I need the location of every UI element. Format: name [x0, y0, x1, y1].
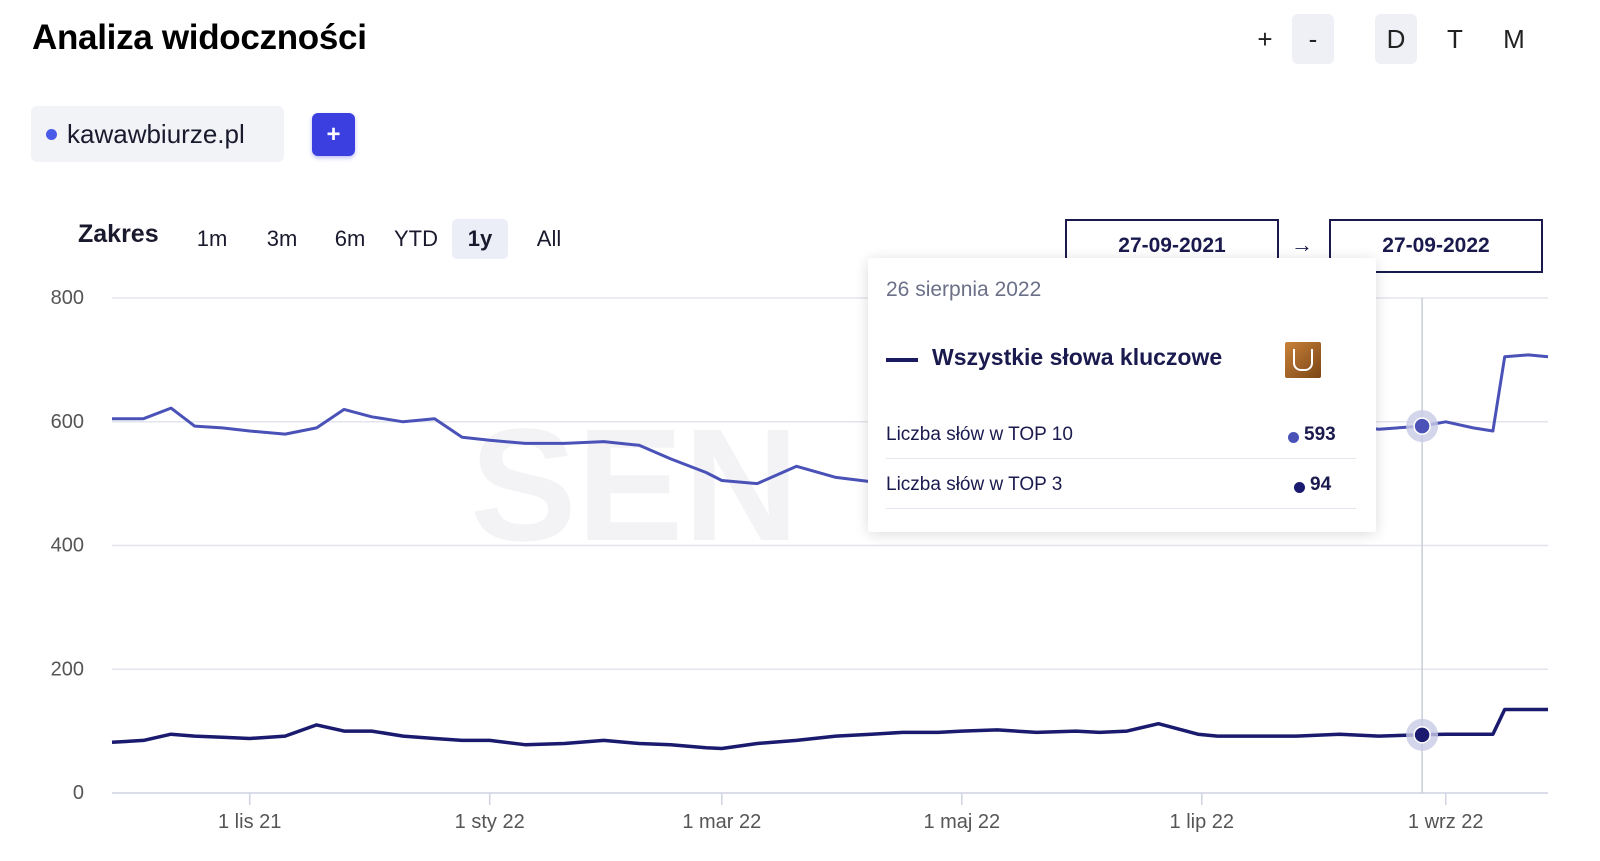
date-range-arrow-icon: → [1291, 232, 1313, 257]
range-ytd-button[interactable]: YTD [394, 226, 438, 251]
range-1m-button[interactable]: 1m [196, 226, 228, 251]
tooltip-row-value: 593 [1304, 424, 1336, 445]
domain-label: kawawbiurze.pl [67, 118, 245, 149]
domain-chip[interactable]: kawawbiurze.pl [31, 106, 284, 162]
domain-color-dot [46, 128, 57, 140]
x-tick-label: 1 lip 22 [1170, 811, 1235, 833]
x-tick-label: 1 wrz 22 [1408, 811, 1484, 833]
watermark-logo: SEN [470, 395, 799, 574]
period-week-button[interactable]: T [1447, 23, 1463, 54]
tooltip-series-line-icon [886, 358, 918, 362]
y-tick-label: 0 [73, 782, 84, 804]
add-domain-button[interactable]: + [312, 113, 355, 156]
range-6m-button[interactable]: 6m [334, 226, 366, 251]
range-all-button[interactable]: All [536, 226, 562, 251]
series-line-1 [111, 707, 1548, 751]
hover-point-0 [1413, 417, 1431, 435]
tooltip-row-label: Liczba słów w TOP 10 [886, 424, 1073, 445]
range-1y-button[interactable]: 1y [452, 219, 508, 259]
tooltip-row-top10: Liczba słów w TOP 10 593 [886, 410, 1356, 459]
y-tick-label: 400 [51, 535, 84, 557]
tooltip-row-top3: Liczba słów w TOP 3 94 [886, 460, 1356, 509]
chart-crosshair [1406, 298, 1439, 793]
y-tick-label: 600 [51, 411, 84, 433]
zoom-in-button[interactable]: + [1257, 23, 1273, 54]
hover-point-1 [1413, 726, 1431, 744]
period-day-button[interactable]: D [1375, 14, 1417, 64]
x-tick-label: 1 maj 22 [923, 811, 1000, 833]
series-top10-dot-icon [1288, 432, 1299, 443]
chart-watermark: SEN [470, 395, 799, 574]
series-top3-dot-icon [1294, 482, 1305, 493]
range-label: Zakres [78, 220, 159, 248]
range-3m-button[interactable]: 3m [266, 226, 298, 251]
coffee-cup-icon [1285, 342, 1321, 378]
chart-tooltip: 26 sierpnia 2022 Wszystkie słowa kluczow… [868, 258, 1376, 532]
tooltip-row-value: 94 [1310, 474, 1332, 495]
tooltip-date: 26 sierpnia 2022 [886, 278, 1042, 301]
tooltip-series-name: Wszystkie słowa kluczowe [932, 344, 1223, 370]
y-tick-label: 800 [51, 287, 84, 309]
x-tick-label: 1 sty 22 [455, 811, 525, 833]
y-axis: 0 200 400 600 800 [51, 287, 84, 804]
tooltip-row-label: Liczba słów w TOP 3 [886, 474, 1063, 495]
x-tick-label: 1 lis 21 [218, 811, 281, 833]
period-month-button[interactable]: M [1503, 23, 1525, 54]
page-title: Analiza widoczności [32, 18, 367, 57]
zoom-out-button[interactable]: - [1292, 14, 1334, 64]
x-tick-label: 1 mar 22 [682, 811, 761, 833]
x-axis: 1 lis 21 1 sty 22 1 mar 22 1 maj 22 1 lip 22… [218, 793, 1484, 833]
y-tick-label: 200 [51, 658, 84, 680]
